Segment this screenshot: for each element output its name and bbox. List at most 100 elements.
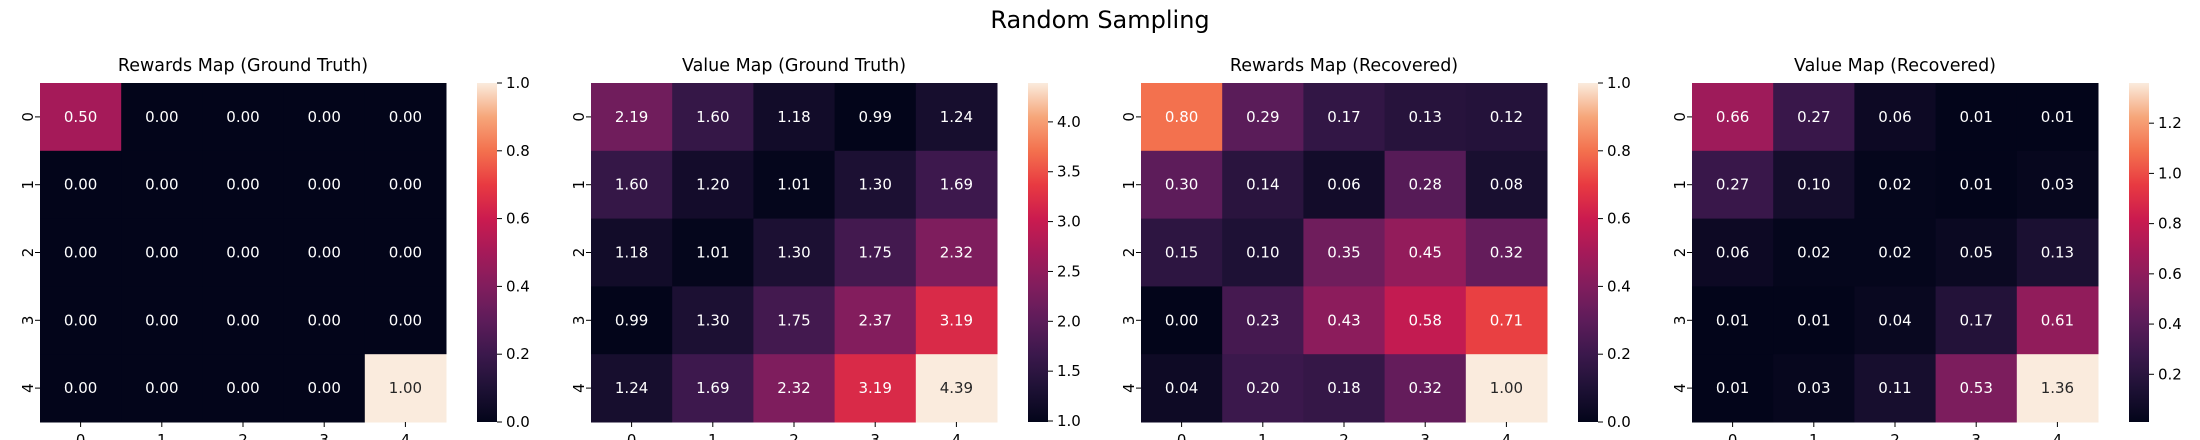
cell-value-label: 0.00 xyxy=(64,379,97,397)
x-tick-label: 0 xyxy=(627,431,637,440)
cell-value-label: 1.60 xyxy=(696,108,729,126)
heatmap-cell xyxy=(1222,150,1304,220)
cell-value-label: 0.00 xyxy=(307,311,340,329)
cell-value-label: 0.04 xyxy=(1878,311,1911,329)
heatmap-cell xyxy=(364,83,447,152)
x-tick-label: 4 xyxy=(401,431,411,440)
colorbar-tick-label: 3.5 xyxy=(1057,163,1081,181)
heatmap-cell xyxy=(1141,354,1223,423)
cell-value-label: 0.08 xyxy=(1490,176,1523,194)
cell-value-label: 0.00 xyxy=(226,244,259,262)
x-tick-label: 4 xyxy=(952,431,962,440)
cell-value-label: 0.00 xyxy=(64,244,97,262)
cell-value-label: 0.00 xyxy=(145,108,178,126)
heatmap-cell xyxy=(1141,150,1223,220)
cell-value-label: 2.32 xyxy=(777,379,810,397)
heatmap-cell xyxy=(1384,218,1467,287)
y-tick-label: 2 xyxy=(1120,248,1138,258)
cell-value-label: 0.06 xyxy=(1327,176,1360,194)
colorbar-tick-label: 1.0 xyxy=(1057,412,1081,430)
heatmap-cell xyxy=(364,150,447,220)
heatmap-cell xyxy=(1222,286,1304,355)
heatmap-cell xyxy=(1222,218,1304,287)
colorbar-tick-label: 2.5 xyxy=(1057,262,1081,280)
heatmap-cell xyxy=(1303,218,1386,287)
heatmap-cell xyxy=(1303,354,1386,423)
cell-value-label: 0.00 xyxy=(145,176,178,194)
cell-value-label: 0.03 xyxy=(2041,176,2074,194)
panel-title: Value Map (Ground Truth) xyxy=(682,56,906,76)
cell-value-label: 0.17 xyxy=(1327,108,1360,126)
heatmap-panel: Rewards Map (Recovered)0.80 0.29 0.17 0.13 0… xyxy=(1120,56,1631,440)
cell-value-label: 0.00 xyxy=(145,379,178,397)
cell-value-label: 1.01 xyxy=(777,176,810,194)
heatmap-cell xyxy=(40,83,122,152)
heatmap-cell xyxy=(283,286,366,355)
y-tick-label: 4 xyxy=(1671,383,1689,393)
colorbar-tick-label: 1.5 xyxy=(1057,362,1081,380)
cell-value-label: 0.01 xyxy=(1797,311,1830,329)
cell-value-label: 0.32 xyxy=(1490,244,1523,262)
y-tick-label: 4 xyxy=(1120,383,1138,393)
cell-value-label: 0.01 xyxy=(1716,379,1749,397)
cell-value-label: 1.60 xyxy=(615,176,648,194)
cell-value-label: 0.43 xyxy=(1327,311,1360,329)
cell-value-label: 0.17 xyxy=(1959,311,1992,329)
x-tick-label: 2 xyxy=(789,431,799,440)
y-tick-label: 3 xyxy=(19,316,37,326)
cell-value-label: 0.32 xyxy=(1408,379,1441,397)
cell-value-label: 0.18 xyxy=(1327,379,1360,397)
cell-value-label: 0.28 xyxy=(1408,176,1441,194)
heatmap-cell xyxy=(672,150,754,220)
heatmap-cell xyxy=(283,83,366,152)
cell-value-label: 0.45 xyxy=(1408,244,1441,262)
cell-value-label: 1.69 xyxy=(696,379,729,397)
cell-value-label: 1.75 xyxy=(858,244,891,262)
heatmap-cell xyxy=(1303,150,1386,220)
heatmap-cell xyxy=(1465,354,1548,423)
x-tick-label: 0 xyxy=(1177,431,1187,440)
cell-value-label: 0.29 xyxy=(1246,108,1279,126)
heatmap-cell xyxy=(1935,354,2018,423)
cell-value-label: 0.71 xyxy=(1490,311,1523,329)
heatmap-cell xyxy=(753,150,836,220)
cell-value-label: 0.10 xyxy=(1797,176,1830,194)
colorbar-tick-label: 0.6 xyxy=(2158,265,2182,283)
cell-value-label: 0.02 xyxy=(1878,176,1911,194)
cell-value-label: 0.35 xyxy=(1327,244,1360,262)
heatmap-cell xyxy=(1935,286,2018,355)
cell-value-label: 0.00 xyxy=(64,176,97,194)
cell-value-label: 0.00 xyxy=(226,311,259,329)
colorbar-tick-label: 0.2 xyxy=(2158,365,2182,383)
heatmap-cell xyxy=(915,354,998,423)
heatmap-panel: Rewards Map (Ground Truth)0.50 0.00 0.00 0.… xyxy=(19,56,530,440)
colorbar-tick-label: 0.8 xyxy=(506,142,530,160)
heatmap-cell xyxy=(1465,218,1548,287)
y-tick-label: 0 xyxy=(1671,112,1689,122)
heatmap-cell xyxy=(2016,354,2099,423)
heatmap-cell xyxy=(202,286,285,355)
x-tick-label: 4 xyxy=(2053,431,2063,440)
panel-title: Rewards Map (Recovered) xyxy=(1230,56,1458,76)
heatmap-cell xyxy=(915,218,998,287)
heatmap-cell xyxy=(834,354,917,423)
heatmap-cell xyxy=(40,218,122,287)
cell-value-label: 0.05 xyxy=(1959,244,1992,262)
cell-value-label: 3.19 xyxy=(940,311,973,329)
heatmap-cell xyxy=(1303,83,1386,152)
y-tick-label: 2 xyxy=(570,248,588,258)
cell-value-label: 0.01 xyxy=(1716,311,1749,329)
heatmap-cell xyxy=(591,354,673,423)
y-tick-label: 3 xyxy=(570,316,588,326)
x-tick-label: 0 xyxy=(76,431,86,440)
cell-value-label: 0.01 xyxy=(2041,108,2074,126)
cell-value-label: 4.39 xyxy=(940,379,973,397)
colorbar-tick-label: 0.4 xyxy=(1607,277,1631,295)
y-tick-label: 3 xyxy=(1120,316,1138,326)
heatmap-cell xyxy=(915,150,998,220)
cell-value-label: 0.14 xyxy=(1246,176,1279,194)
heatmap-cell xyxy=(283,150,366,220)
heatmap-cell xyxy=(1773,83,1855,152)
cell-value-label: 0.80 xyxy=(1165,108,1198,126)
